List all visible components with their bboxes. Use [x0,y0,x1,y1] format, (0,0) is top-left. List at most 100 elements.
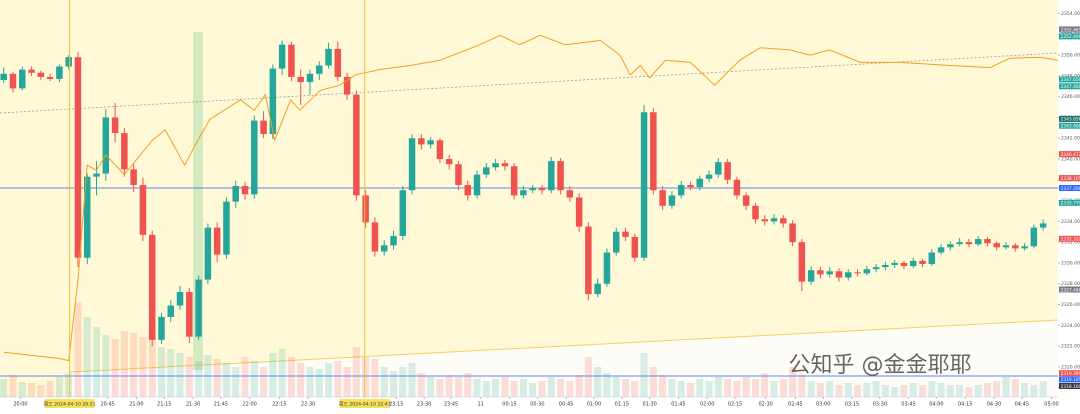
volume-bar [390,371,397,397]
candle-body [297,77,303,82]
y-tick-label: 2326.000 [1061,302,1080,308]
candle-body [168,306,174,317]
candle-body [455,164,461,185]
candle-body [687,185,693,187]
volume-bar [529,383,536,397]
candle-body [130,169,136,185]
volume-bar [845,383,852,397]
x-tick-label: 22:15 [272,402,286,408]
x-tick-label: 20:00 [13,402,27,408]
volume-bar [288,357,295,397]
y-tick-label: 2334.000 [1061,219,1080,225]
candle-body [724,162,730,180]
volume-bar [409,363,416,397]
volume-bar [761,373,768,397]
volume-bar [687,383,694,397]
candle-body [789,223,795,242]
candle-body [288,45,294,77]
candle-body [344,77,350,95]
candle-body [205,228,211,280]
volume-bar [1021,383,1028,397]
x-tick-label: 11 [478,402,484,408]
candle-body [938,247,944,252]
volume-bar [594,367,601,397]
y-tick-label: 2354.000 [1061,11,1080,17]
candle-body [864,269,870,273]
candle-body [882,265,888,267]
candle-body [780,218,786,223]
candle-body [678,185,684,195]
volume-bar [808,381,815,397]
volume-bar [817,383,824,397]
x-tick-label: 04:00 [929,402,943,408]
candle-body [390,236,396,245]
candle-body [28,70,34,73]
candle-body [93,174,99,177]
volume-bar [455,377,462,397]
volume-bar [158,347,165,397]
volume-bar [557,379,564,397]
volume-bar [938,383,945,397]
volume-bar [334,361,341,397]
price-tag-label: 2340.472 [1061,152,1080,158]
volume-bar [576,375,583,397]
candle-body [669,195,675,205]
price-tag-label: 2337.208 [1061,186,1080,192]
candle-body [279,45,285,69]
volume-bar [56,377,63,397]
volume-bar [93,327,100,397]
x-tick-label: 05:00 [1044,402,1058,408]
candle-body [335,49,341,77]
volume-bar [622,379,629,397]
y-tick-label: 2330.000 [1061,260,1080,266]
volume-bar [139,337,146,397]
candle-body [316,65,322,73]
volume-bar [195,361,202,397]
candle-body [260,121,266,135]
volume-bar [19,382,26,397]
y-tick-label: 2350.000 [1061,53,1080,59]
volume-bar [28,383,35,397]
candle-body [372,222,378,251]
volume-bar [613,377,620,397]
x-tick-label: 23:30 [417,402,431,408]
x-tick-label: 03:15 [845,402,859,408]
y-tick-label: 2324.000 [1061,323,1080,329]
candle-body [511,166,517,195]
volume-bar [102,335,109,397]
x-tick-label: 23:45 [444,402,458,408]
volume-bar [826,381,833,397]
volume-bar [752,379,759,397]
candle-body [502,163,508,166]
candle-body [632,237,638,258]
volume-bar [371,359,378,397]
x-tick-label: 02:00 [700,402,714,408]
candle-body [594,284,600,294]
volume-bar [297,363,304,397]
candle-body [214,228,220,255]
volume-bar [214,359,221,397]
x-tick-label: 22:00 [242,402,256,408]
volume-bar [910,383,917,397]
x-tick-label: 20:45 [100,402,114,408]
volume-bar [167,349,174,397]
candle-body [836,271,842,277]
x-tick-label: 01:45 [671,402,685,408]
x-tick-label: 00:15 [502,402,516,408]
price-tag-label: 2319.185 [1061,377,1080,383]
candle-body [975,239,981,244]
candle-body [362,195,368,222]
candle-body [19,70,25,89]
candle-body [149,235,155,340]
candle-body [464,185,470,195]
x-tick-label: 01:00 [587,402,601,408]
volume-bar [1012,379,1019,397]
candle-body [715,162,721,174]
volume-bar [965,387,972,397]
x-tick-label: 02:30 [758,402,772,408]
candle-body [734,180,740,196]
volume-bar [483,381,490,397]
x-tick-label: 01:30 [642,402,656,408]
volume-bar [770,381,777,397]
volume-bar [724,379,731,397]
